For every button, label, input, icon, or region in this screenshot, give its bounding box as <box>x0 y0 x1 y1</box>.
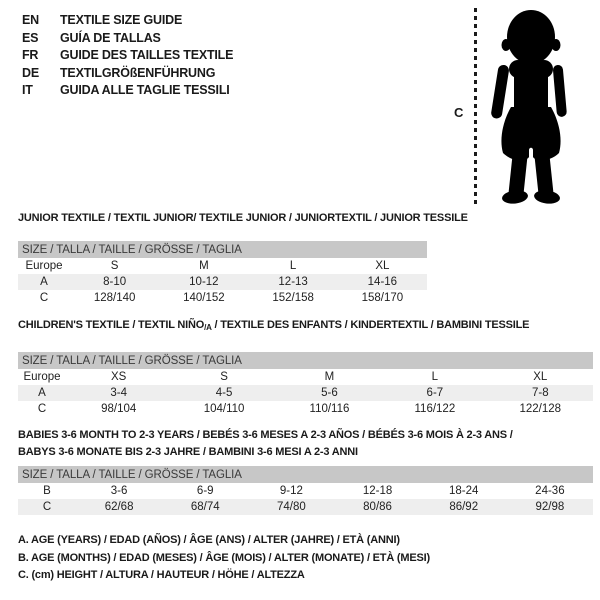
row-label: A <box>18 385 66 401</box>
age-cell: 6-7 <box>382 385 488 401</box>
language-code: EN <box>22 13 39 27</box>
row-label: B <box>43 485 51 497</box>
table-row-europe: Europe S M L XL <box>18 258 427 274</box>
guide-title-de: TEXTILGRÖßENFÜHRUNG <box>60 65 216 80</box>
row-label: C <box>39 292 49 304</box>
row-label: Europe <box>23 371 61 383</box>
table-row-months: B 3-6 6-9 9-12 12-18 18-24 24-36 <box>18 483 593 499</box>
height-cell: 74/80 <box>248 499 335 515</box>
height-cell: 116/122 <box>414 403 456 415</box>
babies-textile-section: BABIES 3-6 MONTH TO 2-3 YEARS / BEBÉS 3-… <box>18 427 593 515</box>
childrens-table-title: CHILDREN'S TEXTILE / TEXTIL NIÑO/A / TEX… <box>18 319 593 334</box>
language-row-it: IT GUIDA ALLE TAGLIE TESSILI <box>22 82 233 100</box>
height-cell: 62/68 <box>76 499 163 515</box>
age-cell: 12-13 <box>248 274 338 290</box>
size-cell: S <box>220 371 228 383</box>
language-row-fr: FR GUIDE DES TAILLES TEXTILE <box>22 47 233 65</box>
babies-title-line1: BABIES 3-6 MONTH TO 2-3 YEARS / BEBÉS 3-… <box>18 429 513 441</box>
language-code: IT <box>22 83 33 97</box>
junior-size-table: SIZE / TALLA / TAILLE / GRÖSSE / TAGLIA … <box>18 241 427 306</box>
size-cell: XL <box>375 260 390 272</box>
table-row-height: C 128/140 140/152 152/158 158/170 <box>18 290 427 306</box>
language-row-en: EN TEXTILE SIZE GUIDE <box>22 12 233 30</box>
language-row-es: ES GUÍA DE TALLAS <box>22 30 233 48</box>
height-cell: 98/104 <box>101 403 137 415</box>
height-cell: 152/158 <box>272 292 314 304</box>
months-cell: 24-36 <box>535 485 565 497</box>
height-cell: 80/86 <box>334 499 421 515</box>
language-code: ES <box>22 30 39 45</box>
guide-title-en: TEXTILE SIZE GUIDE <box>60 13 183 27</box>
table-row-europe: Europe XS S M L XL <box>18 369 593 385</box>
size-cell: XL <box>533 371 548 383</box>
babies-title-line2: BABYS 3-6 MONATE BIS 2-3 JAHRE / BAMBINI… <box>18 446 358 458</box>
junior-table-title: JUNIOR TEXTILE / TEXTIL JUNIOR/ TEXTILE … <box>18 212 468 224</box>
age-cell: 5-6 <box>276 385 383 401</box>
size-cell: S <box>110 260 119 272</box>
size-cell: M <box>324 371 335 383</box>
guide-title-es: GUÍA DE TALLAS <box>60 30 161 45</box>
footnote-height: C. (cm) HEIGHT / ALTURA / HAUTEUR / HÖHE… <box>18 569 305 581</box>
table-row-age: A 8-10 10-12 12-13 14-16 <box>18 274 427 290</box>
language-code: FR <box>22 48 39 62</box>
height-cell: 140/152 <box>183 292 225 304</box>
size-cell: L <box>289 260 297 272</box>
size-header-row: SIZE / TALLA / TAILLE / GRÖSSE / TAGLIA <box>18 466 593 483</box>
row-label: C <box>37 403 47 415</box>
childrens-textile-section: CHILDREN'S TEXTILE / TEXTIL NIÑO/A / TEX… <box>18 319 593 417</box>
row-label: Europe <box>25 260 63 272</box>
footnote-age-months: B. AGE (MONTHS) / EDAD (MESES) / ÂGE (MO… <box>18 551 430 564</box>
table-row-height: C 62/68 68/74 74/80 80/86 86/92 92/98 <box>18 499 593 515</box>
months-cell: 6-9 <box>196 485 214 497</box>
age-cell: 4-5 <box>171 385 277 401</box>
babies-table-title: BABIES 3-6 MONTH TO 2-3 YEARS / BEBÉS 3-… <box>18 427 593 461</box>
language-row-de: DE TEXTILGRÖßENFÜHRUNG <box>22 65 233 83</box>
language-title-list: EN TEXTILE SIZE GUIDE ES GUÍA DE TALLAS … <box>22 12 233 100</box>
size-cell: L <box>431 371 439 383</box>
row-label: C <box>18 499 76 515</box>
language-code: DE <box>22 65 39 80</box>
size-header-label: SIZE / TALLA / TAILLE / GRÖSSE / TAGLIA <box>18 466 593 483</box>
months-cell: 3-6 <box>110 485 128 497</box>
height-cell: 158/170 <box>361 292 404 304</box>
age-cell: 10-12 <box>159 274 249 290</box>
row-label: A <box>18 274 70 290</box>
height-cell: 86/92 <box>420 499 507 515</box>
title-prefix: CHILDREN'S TEXTILE / TEXTIL NIÑO <box>18 319 205 331</box>
legend-footnotes: A. AGE (YEARS) / EDAD (AÑOS) / ÂGE (ANS)… <box>18 532 430 585</box>
baby-silhouette-icon <box>491 10 567 204</box>
months-cell: 18-24 <box>448 485 479 497</box>
guide-title-it: GUIDA ALLE TAGLIE TESSILI <box>60 83 230 97</box>
babies-size-table: SIZE / TALLA / TAILLE / GRÖSSE / TAGLIA … <box>18 466 593 515</box>
size-header-label: SIZE / TALLA / TAILLE / GRÖSSE / TAGLIA <box>18 352 593 369</box>
height-cell: 104/110 <box>203 403 245 415</box>
childrens-size-table: SIZE / TALLA / TAILLE / GRÖSSE / TAGLIA … <box>18 352 593 417</box>
size-header-row: SIZE / TALLA / TAILLE / GRÖSSE / TAGLIA <box>18 352 593 369</box>
months-cell: 9-12 <box>279 485 303 497</box>
height-cell: 110/116 <box>309 403 350 415</box>
height-cell: 68/74 <box>162 499 249 515</box>
height-cell: 122/128 <box>519 403 562 415</box>
title-subscript: /A <box>204 323 212 332</box>
size-cell: M <box>199 260 209 272</box>
junior-textile-section: JUNIOR TEXTILE / TEXTIL JUNIOR/ TEXTILE … <box>18 212 468 306</box>
size-header-label: SIZE / TALLA / TAILLE / GRÖSSE / TAGLIA <box>18 241 427 258</box>
age-cell: 3-4 <box>66 385 172 401</box>
height-cell: 128/140 <box>93 292 136 304</box>
age-cell: 8-10 <box>70 274 160 290</box>
size-cell: XS <box>111 371 127 383</box>
title-suffix: / TEXTILE DES ENFANTS / KINDERTEXTIL / B… <box>211 319 530 331</box>
table-row-height: C 98/104 104/110 110/116 116/122 122/128 <box>18 401 593 417</box>
table-row-age: A 3-4 4-5 5-6 6-7 7-8 <box>18 385 593 401</box>
height-cell: 92/98 <box>506 499 593 515</box>
age-cell: 7-8 <box>487 385 593 401</box>
height-measure-label: C <box>454 105 464 120</box>
height-dashed-line <box>474 8 477 207</box>
age-cell: 14-16 <box>337 274 427 290</box>
size-header-row: SIZE / TALLA / TAILLE / GRÖSSE / TAGLIA <box>18 241 427 258</box>
guide-title-fr: GUIDE DES TAILLES TEXTILE <box>60 48 234 62</box>
months-cell: 12-18 <box>362 485 393 497</box>
footnote-age-years: A. AGE (YEARS) / EDAD (AÑOS) / ÂGE (ANS)… <box>18 534 400 546</box>
